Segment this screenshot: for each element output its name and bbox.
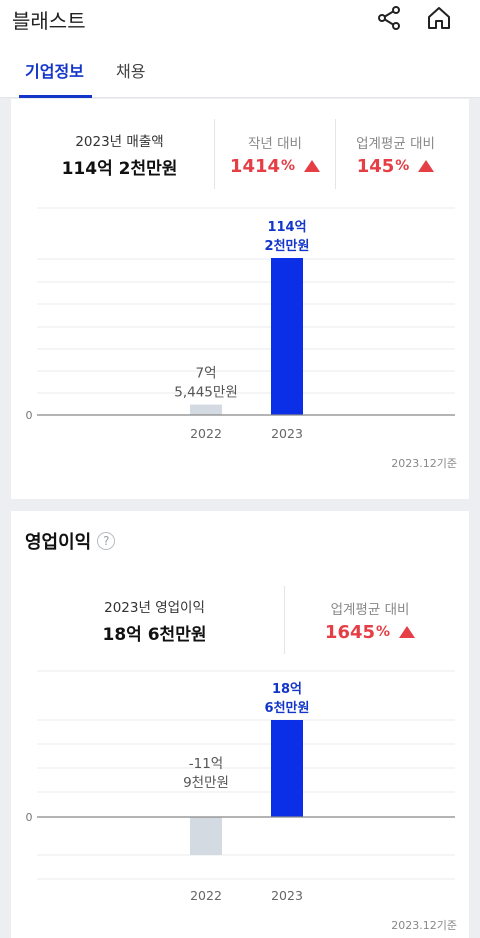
revenue-summary-label: 2023년 매출액	[75, 133, 164, 150]
bar-value-label: -11억	[189, 756, 223, 772]
operating-profit-card: 영업이익 ? 2023년 영업이익 18억 6천만원 업계평균 대비 1645%…	[11, 511, 469, 938]
industry-unit: %	[395, 158, 410, 174]
operating-profit-chart: 0 -11억 9천만원 2022 18억 6천만원 2023	[26, 670, 455, 903]
revenue-summary-value: 114억 2천만원	[61, 158, 178, 179]
yoy-label: 작년 대비	[248, 135, 302, 152]
bar-2023	[271, 720, 303, 817]
x-tick-label: 2023	[271, 426, 303, 441]
tab-company-info[interactable]: 기업정보	[19, 58, 92, 98]
bar-value-label: 9천만원	[183, 775, 229, 791]
bar-2022	[190, 817, 222, 855]
zero-tick-label: 0	[26, 409, 33, 422]
profit-industry-number: 1645	[324, 621, 376, 643]
section-title: 영업이익	[25, 532, 92, 553]
top-bar: 블래스트 기업정보 채용	[0, 0, 480, 98]
profit-industry-value: 1645%	[324, 621, 416, 643]
yoy-unit: %	[281, 158, 296, 174]
profit-footnote: 2023.12기준	[391, 919, 457, 932]
yoy-value: 1414%	[229, 155, 321, 177]
x-tick-label: 2022	[190, 888, 222, 903]
operating-profit-title: 영업이익 ?	[25, 528, 116, 554]
bar-value-label: 18억	[272, 682, 302, 697]
revenue-footnote: 2023.12기준	[391, 457, 457, 470]
tab-bar: 기업정보 채용	[0, 52, 480, 98]
bar-2022	[190, 404, 222, 415]
increase-icon	[304, 160, 321, 172]
bar-value-label: 5,445만원	[174, 385, 238, 401]
profit-summary-value: 18억 6천만원	[102, 624, 207, 645]
revenue-card: 2023년 매출액 114억 2천만원 작년 대비 1414% 업계평균 대비 …	[11, 99, 469, 499]
zero-tick-label: 0	[26, 811, 33, 824]
yoy-number: 1414	[229, 155, 281, 177]
x-tick-label: 2022	[190, 426, 222, 441]
increase-icon	[399, 626, 416, 638]
app-title: 블래스트	[12, 9, 86, 33]
profit-industry-label: 업계평균 대비	[330, 601, 410, 618]
revenue-chart: 0 7억 5,445만원 2022 114억 2천만원 2023	[26, 207, 455, 441]
tab-recruitment[interactable]: 채용	[116, 62, 146, 81]
industry-compare-value: 145%	[357, 156, 435, 177]
operating-profit-summary: 2023년 영업이익 18억 6천만원 업계평균 대비 1645%	[25, 586, 455, 654]
industry-compare-label: 업계평균 대비	[356, 135, 435, 152]
bar-value-label: 6천만원	[265, 700, 310, 716]
revenue-summary: 2023년 매출액 114억 2천만원 작년 대비 1414% 업계평균 대비 …	[25, 119, 455, 189]
bar-value-label: 114억	[267, 220, 306, 235]
share-icon[interactable]	[374, 4, 404, 32]
profit-industry-unit: %	[376, 624, 391, 640]
bar-value-label: 2천만원	[265, 238, 310, 254]
bar-2023	[271, 258, 303, 415]
x-tick-label: 2023	[271, 888, 303, 903]
profit-summary-label: 2023년 영업이익	[104, 599, 205, 616]
help-icon[interactable]: ?	[97, 532, 116, 550]
increase-icon	[418, 160, 435, 172]
bar-value-label: 7억	[195, 366, 216, 382]
industry-number: 145	[356, 155, 395, 177]
home-icon[interactable]	[424, 4, 454, 32]
